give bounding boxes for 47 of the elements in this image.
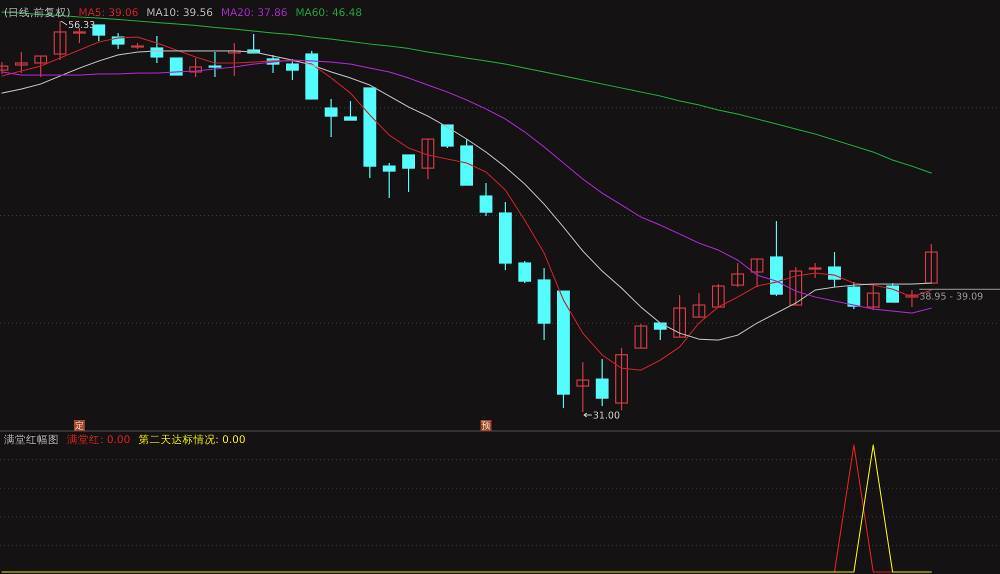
candlestick: [14, 51, 28, 74]
candlestick: [382, 162, 396, 199]
candlestick: [847, 281, 860, 310]
candlestick: [480, 182, 492, 217]
candlestick: [828, 251, 841, 288]
series-label: MA5: 39.06: [78, 6, 139, 19]
candlestick: [924, 243, 938, 284]
annotation: 56.33: [68, 20, 96, 31]
candlestick: [750, 258, 764, 288]
candlestick: [324, 98, 338, 138]
candlestick: [208, 51, 222, 78]
candlestick: [596, 358, 609, 407]
candlestick: [34, 55, 48, 78]
candlestick: [518, 260, 532, 284]
annotation: 31.00: [592, 410, 620, 422]
ref-line-label: 38.95 - 39.09: [919, 291, 984, 302]
candlestick: [692, 292, 706, 318]
text: 第二天达标情况: 0.00: [138, 432, 246, 446]
text: MA20: 37.86: [220, 6, 288, 19]
candlestick: [150, 35, 164, 64]
candlestick: [866, 283, 880, 311]
candlestick: [634, 323, 648, 349]
chart-title: 满堂红幅图: [4, 432, 59, 446]
candlestick: [170, 57, 183, 76]
candlestick: [189, 57, 202, 78]
candlestick: [344, 100, 357, 121]
series-label: MA60: 46.48: [295, 6, 362, 19]
candlestick: [615, 347, 628, 411]
text: 满堂红: 0.00: [67, 432, 130, 446]
candlestick: [808, 262, 822, 279]
candlestick: [673, 294, 686, 338]
text: MA10: 39.56: [146, 6, 214, 19]
candlestick: [789, 266, 802, 306]
candlestick: [731, 262, 744, 288]
candlestick: [286, 58, 299, 81]
candlestick: [402, 154, 415, 193]
candlestick: [228, 42, 241, 77]
candlestick: [576, 362, 590, 413]
candlestick: [440, 124, 454, 149]
candlestick: [54, 20, 66, 61]
text: 预: [482, 420, 491, 432]
candlestick: [73, 27, 86, 44]
text: 定: [74, 420, 84, 432]
candlestick: [886, 282, 899, 303]
candlestick: [906, 289, 918, 308]
candlestick: [712, 283, 725, 308]
candlestick: [422, 138, 434, 180]
